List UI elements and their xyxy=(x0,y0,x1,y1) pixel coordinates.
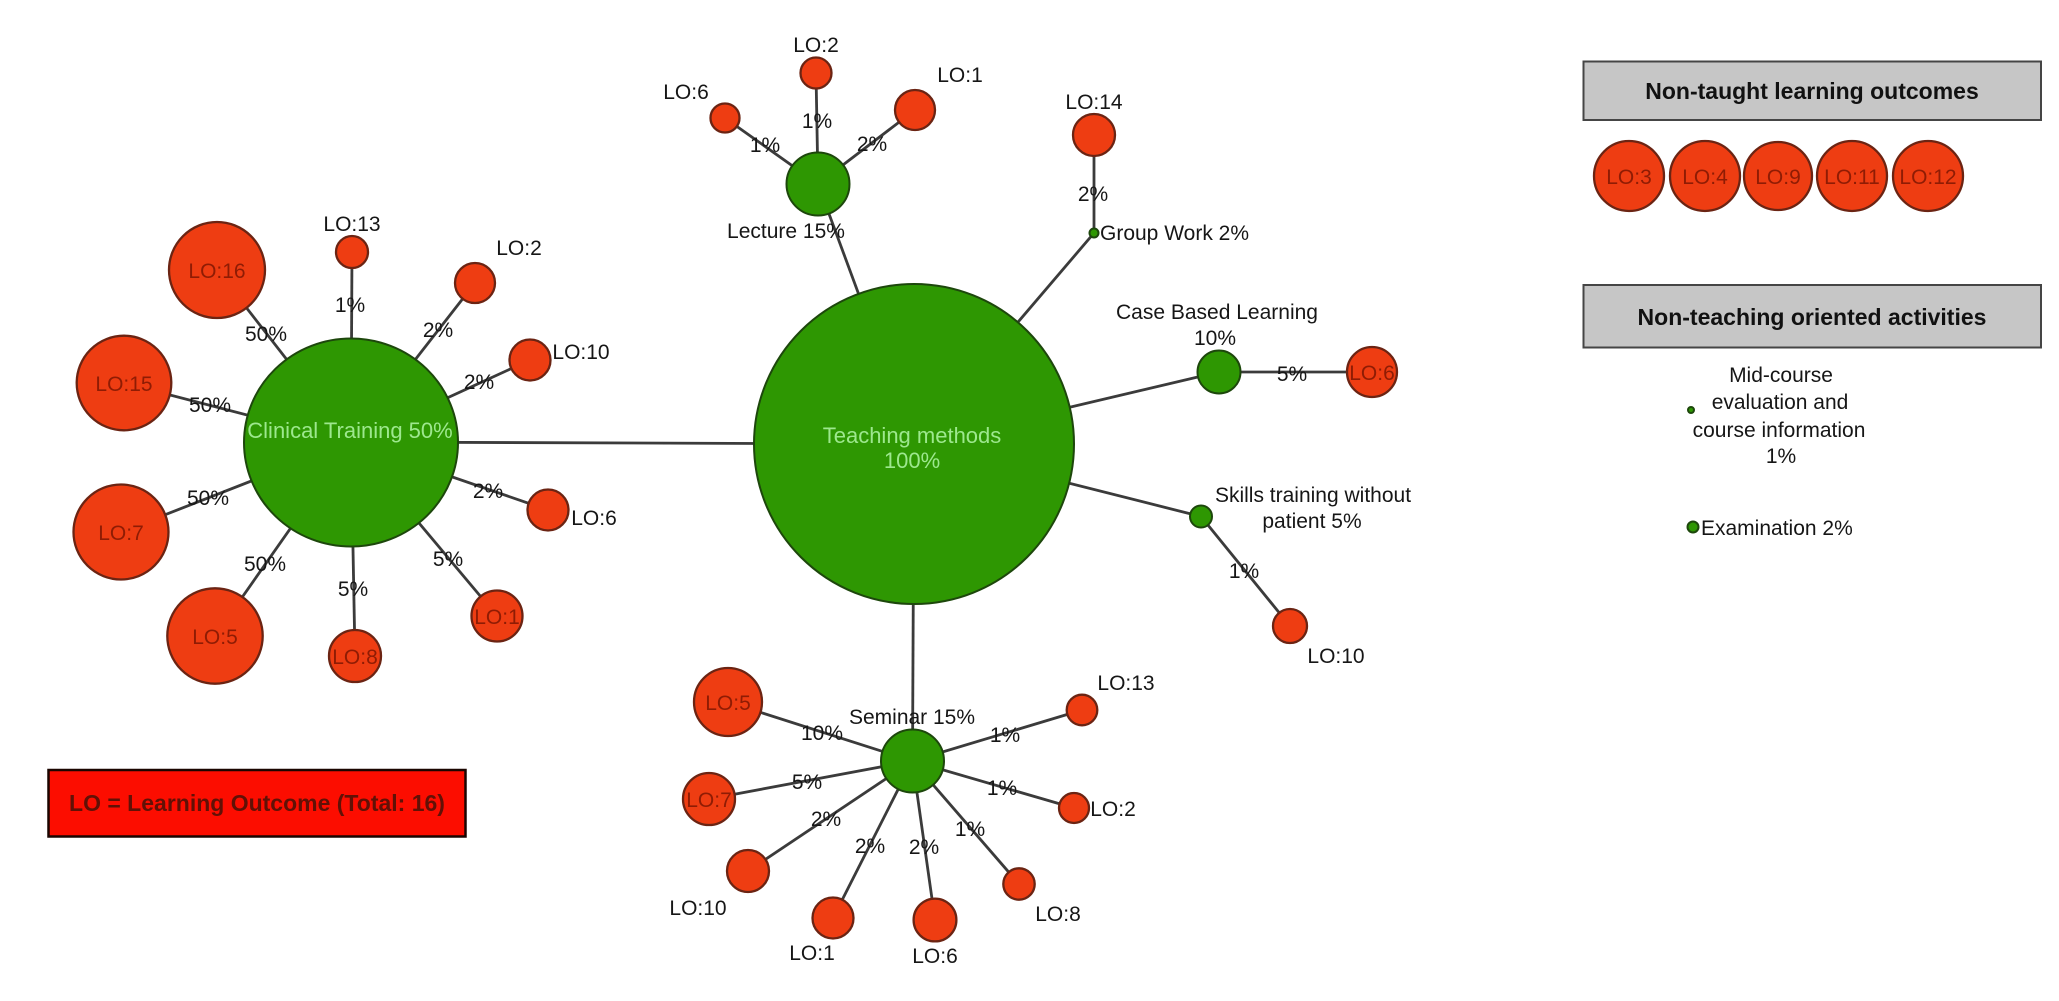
svg-text:Teaching methods: Teaching methods xyxy=(823,423,1002,448)
svg-text:2%: 2% xyxy=(811,808,841,831)
svg-text:1%: 1% xyxy=(335,294,365,317)
svg-text:LO:10: LO:10 xyxy=(1307,645,1364,668)
svg-text:Mid-course: Mid-course xyxy=(1729,364,1833,387)
svg-text:Skills training without: Skills training without xyxy=(1215,484,1411,507)
svg-text:50%: 50% xyxy=(189,394,231,417)
svg-text:LO:2: LO:2 xyxy=(496,237,542,260)
svg-text:LO:8: LO:8 xyxy=(332,646,378,669)
svg-text:2%: 2% xyxy=(1078,183,1108,206)
svg-text:2%: 2% xyxy=(909,836,939,859)
svg-text:LO:6: LO:6 xyxy=(663,81,709,104)
svg-text:LO:10: LO:10 xyxy=(669,897,726,920)
svg-text:LO:5: LO:5 xyxy=(705,692,751,715)
svg-text:LO:3: LO:3 xyxy=(1606,166,1652,189)
svg-text:2%: 2% xyxy=(464,371,494,394)
svg-text:course information: course information xyxy=(1693,419,1866,442)
svg-text:50%: 50% xyxy=(187,487,229,510)
svg-text:LO:9: LO:9 xyxy=(1755,166,1801,189)
svg-text:patient 5%: patient 5% xyxy=(1262,510,1361,533)
svg-text:50%: 50% xyxy=(244,553,286,576)
svg-text:Seminar 15%: Seminar 15% xyxy=(849,706,975,729)
svg-text:LO:1: LO:1 xyxy=(789,942,835,965)
svg-text:LO:5: LO:5 xyxy=(192,626,238,649)
svg-text:5%: 5% xyxy=(433,548,463,571)
svg-text:LO:6: LO:6 xyxy=(1349,362,1395,385)
svg-text:2%: 2% xyxy=(857,133,887,156)
svg-text:evaluation and: evaluation and xyxy=(1712,391,1849,414)
svg-text:LO:13: LO:13 xyxy=(323,213,380,236)
svg-text:LO:13: LO:13 xyxy=(1097,672,1154,695)
svg-text:LO:10: LO:10 xyxy=(552,341,609,364)
svg-text:10%: 10% xyxy=(801,722,843,745)
svg-text:1%: 1% xyxy=(987,777,1017,800)
svg-text:Clinical Training 50%: Clinical Training 50% xyxy=(247,418,452,443)
svg-text:LO:1: LO:1 xyxy=(937,64,983,87)
svg-text:LO:2: LO:2 xyxy=(793,34,839,57)
svg-text:LO:11: LO:11 xyxy=(1824,166,1880,189)
svg-text:LO:4: LO:4 xyxy=(1682,166,1728,189)
svg-text:5%: 5% xyxy=(792,771,822,794)
svg-text:Case Based Learning: Case Based Learning xyxy=(1116,301,1318,324)
svg-text:LO:7: LO:7 xyxy=(686,789,732,812)
svg-text:Group Work 2%: Group Work 2% xyxy=(1100,222,1249,245)
svg-text:1%: 1% xyxy=(750,134,780,157)
svg-text:Lecture 15%: Lecture 15% xyxy=(727,220,845,243)
svg-text:1%: 1% xyxy=(802,110,832,133)
svg-text:Examination 2%: Examination 2% xyxy=(1701,517,1853,540)
svg-text:1%: 1% xyxy=(955,818,985,841)
svg-text:LO:7: LO:7 xyxy=(98,522,144,545)
svg-text:10%: 10% xyxy=(1194,327,1236,350)
svg-text:LO:15: LO:15 xyxy=(95,373,152,396)
svg-text:LO:16: LO:16 xyxy=(188,260,245,283)
svg-text:5%: 5% xyxy=(338,578,368,601)
svg-text:LO:8: LO:8 xyxy=(1035,903,1081,926)
svg-text:LO:1: LO:1 xyxy=(474,606,520,629)
svg-text:Non-teaching oriented activiti: Non-teaching oriented activities xyxy=(1638,304,1987,330)
svg-text:Non-taught learning outcomes: Non-taught learning outcomes xyxy=(1645,78,1979,104)
svg-text:LO = Learning Outcome (Total:: LO = Learning Outcome (Total: 16) xyxy=(69,790,445,816)
svg-text:50%: 50% xyxy=(245,323,287,346)
svg-text:LO:6: LO:6 xyxy=(571,507,617,530)
svg-text:LO:6: LO:6 xyxy=(912,945,958,968)
svg-text:1%: 1% xyxy=(1229,560,1259,583)
svg-text:2%: 2% xyxy=(423,319,453,342)
svg-text:2%: 2% xyxy=(855,835,885,858)
svg-text:1%: 1% xyxy=(990,724,1020,747)
svg-text:100%: 100% xyxy=(884,448,940,473)
svg-text:LO:2: LO:2 xyxy=(1090,798,1136,821)
svg-text:LO:12: LO:12 xyxy=(1899,166,1956,189)
svg-text:5%: 5% xyxy=(1277,363,1307,386)
svg-text:1%: 1% xyxy=(1766,445,1796,468)
svg-text:LO:14: LO:14 xyxy=(1065,91,1123,114)
svg-text:2%: 2% xyxy=(473,480,503,503)
